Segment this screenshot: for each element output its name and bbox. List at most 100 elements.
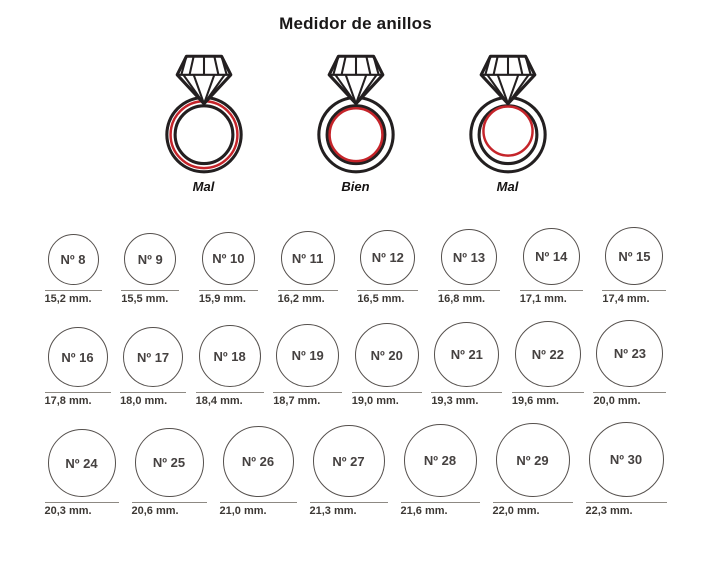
size-circle: Nº 14	[522, 228, 580, 285]
size-cell: Nº 21 19,3 mm.	[431, 322, 503, 407]
size-circle: Nº 28	[403, 424, 477, 497]
size-diameter-label: 22,3 mm.	[585, 505, 633, 517]
size-underline	[44, 392, 111, 393]
size-cell: Nº 8 15,2 mm.	[44, 234, 102, 305]
size-diameter-label: 18,0 mm.	[120, 395, 168, 407]
size-diameter-label: 18,7 mm.	[273, 395, 321, 407]
size-number-label: Nº 26	[241, 454, 275, 469]
size-circle: Nº 9	[124, 233, 177, 285]
fit-example-correct: Bien	[303, 48, 409, 194]
size-number-label: Nº 25	[152, 455, 186, 470]
size-circle: Nº 13	[441, 229, 498, 285]
size-diameter-label: 19,6 mm.	[511, 395, 559, 407]
size-circle: Nº 26	[222, 426, 294, 497]
size-circle: Nº 11	[280, 231, 335, 285]
size-number-label: Nº 27	[332, 453, 365, 469]
size-diameter-label: 15,5 mm.	[121, 293, 169, 305]
fit-examples: Mal	[0, 48, 711, 194]
size-number-label: Nº 21	[450, 347, 483, 362]
size-circle: Nº 19	[276, 324, 340, 387]
size-circle: Nº 20	[354, 323, 419, 387]
size-underline	[492, 502, 573, 503]
size-circle: Nº 24	[47, 429, 116, 497]
size-number-label: Nº 20	[370, 347, 403, 363]
size-cell: Nº 30 22,3 mm.	[585, 422, 667, 517]
size-number-label: Nº 15	[618, 248, 651, 264]
size-circle: Nº 18	[198, 325, 261, 387]
size-circle: Nº 22	[514, 321, 581, 387]
size-cell: Nº 28 21,6 mm.	[400, 424, 480, 517]
size-underline	[351, 392, 422, 393]
size-cell: Nº 18 18,4 mm.	[195, 325, 264, 407]
size-diameter-label: 19,0 mm.	[351, 395, 399, 407]
size-cell: Nº 27 21,3 mm.	[309, 425, 388, 517]
size-circle: Nº 21	[434, 322, 500, 387]
size-cell: Nº 11 16,2 mm.	[277, 231, 338, 305]
size-diameter-label: 17,8 mm.	[44, 395, 92, 407]
size-diameter-label: 20,0 mm.	[593, 395, 641, 407]
size-diameter-label: 16,5 mm.	[357, 293, 405, 305]
size-diameter-label: 17,1 mm.	[519, 293, 567, 305]
size-number-label: Nº 8	[60, 252, 86, 267]
size-diameter-label: 15,2 mm.	[44, 293, 92, 305]
size-circle: Nº 23	[596, 320, 664, 387]
size-number-label: Nº 23	[613, 346, 647, 361]
size-diameter-label: 15,9 mm.	[198, 293, 246, 305]
size-underline	[120, 392, 187, 393]
size-underline	[593, 392, 667, 393]
size-cell: Nº 20 19,0 mm.	[351, 323, 422, 407]
size-underline	[44, 502, 119, 503]
size-circle: Nº 27	[312, 425, 385, 497]
diamond-icon	[479, 54, 536, 106]
size-cell: Nº 16 17,8 mm.	[44, 327, 111, 407]
size-cell: Nº 13 16,8 mm.	[438, 229, 501, 305]
size-underline	[131, 502, 207, 503]
size-cell: Nº 25 20,6 mm.	[131, 428, 207, 517]
fit-label: Mal	[496, 179, 519, 194]
size-number-label: Nº 30	[609, 452, 643, 467]
size-row: Nº 24 20,3 mm. Nº 25 20,6 mm. Nº 26 21,0…	[44, 422, 667, 517]
size-diameter-label: 19,3 mm.	[431, 395, 479, 407]
size-circle: Nº 12	[360, 230, 416, 285]
size-number-label: Nº 13	[452, 249, 486, 265]
size-underline	[357, 290, 419, 291]
size-circle: Nº 17	[123, 327, 184, 387]
diamond-icon	[327, 54, 384, 106]
size-number-label: Nº 29	[516, 452, 549, 468]
diamond-icon	[175, 54, 232, 106]
size-number-label: Nº 10	[212, 251, 245, 266]
size-cell: Nº 12 16,5 mm.	[357, 230, 419, 305]
size-circle: Nº 25	[134, 428, 204, 497]
size-underline	[309, 502, 388, 503]
size-circle: Nº 8	[47, 234, 99, 285]
size-number-label: Nº 14	[535, 249, 568, 264]
size-underline	[198, 290, 258, 291]
size-number-label: Nº 9	[137, 251, 163, 267]
size-circle: Nº 30	[588, 422, 664, 497]
size-underline	[400, 502, 480, 503]
size-underline	[431, 392, 503, 393]
size-diameter-label: 16,8 mm.	[438, 293, 486, 305]
size-underline	[438, 290, 501, 291]
size-cell: Nº 17 18,0 mm.	[120, 327, 187, 407]
size-underline	[121, 290, 180, 291]
size-number-label: Nº 12	[371, 250, 404, 265]
ring-circle-too-big-icon	[164, 54, 243, 174]
size-circle: Nº 16	[47, 327, 108, 387]
size-chart: Nº 8 15,2 mm. Nº 9 15,5 mm. Nº 10 15,9 m…	[0, 227, 711, 517]
size-cell: Nº 29 22,0 mm.	[492, 423, 573, 517]
size-row: Nº 8 15,2 mm. Nº 9 15,5 mm. Nº 10 15,9 m…	[44, 227, 667, 305]
size-number-label: Nº 11	[291, 250, 324, 266]
fit-example-too-small: Mal	[455, 48, 561, 194]
size-diameter-label: 20,6 mm.	[131, 505, 179, 517]
size-underline	[511, 392, 584, 393]
size-diameter-label: 22,0 mm.	[492, 505, 540, 517]
size-diameter-label: 20,3 mm.	[44, 505, 92, 517]
size-cell: Nº 9 15,5 mm.	[121, 233, 180, 305]
size-cell: Nº 10 15,9 mm.	[198, 232, 258, 305]
size-diameter-label: 18,4 mm.	[195, 395, 243, 407]
size-cell: Nº 23 20,0 mm.	[593, 320, 667, 407]
size-underline	[44, 290, 102, 291]
ring-circle-too-small-icon	[468, 54, 547, 174]
